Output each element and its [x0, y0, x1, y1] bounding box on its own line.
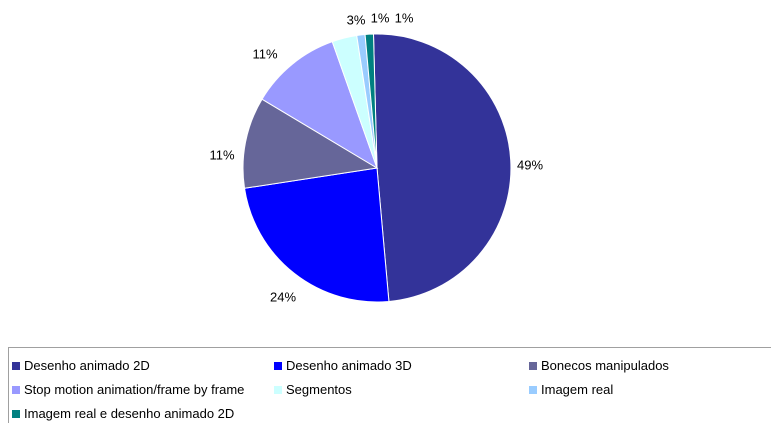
pie-chart: 49% 24% 11% 11% 3% 1% 1% — [209, 10, 543, 304]
pie-label-4: 11% — [252, 46, 277, 61]
legend-item-5: Segmentos — [274, 382, 352, 397]
legend-label: Imagem real e desenho animado 2D — [24, 406, 235, 421]
pie-label-2: 24% — [270, 289, 296, 304]
legend-swatch — [12, 361, 20, 370]
pie-slice-1 — [372, 33, 512, 303]
legend-item-2: Desenho animado 3D — [274, 358, 412, 373]
pie-slice-2 — [243, 167, 390, 303]
legend-swatch — [12, 409, 20, 418]
pie-label-6: 1% — [371, 10, 390, 25]
legend-label: Bonecos manipulados — [541, 358, 669, 373]
chart-legend: Desenho animado 2D Desenho animado 3D Bone… — [8, 347, 771, 423]
legend-swatch — [274, 361, 282, 370]
legend-label: Imagem real — [541, 382, 614, 397]
legend-swatch — [529, 361, 537, 370]
pie-slices — [242, 33, 512, 303]
pie-slice-4 — [261, 41, 378, 170]
legend-label: Segmentos — [286, 382, 352, 397]
pie-slice-3 — [242, 98, 379, 189]
legend-item-3: Bonecos manipulados — [529, 358, 669, 373]
pie-label-5: 3% — [347, 12, 366, 27]
pie-slice-7 — [364, 33, 378, 169]
pie-label-1: 49% — [517, 157, 543, 172]
legend-swatch — [274, 385, 282, 394]
legend-item-6: Imagem real — [529, 382, 613, 397]
legend-item-7: Imagem real e desenho animado 2D — [12, 406, 234, 421]
legend-label: Stop motion animation/frame by frame — [24, 382, 245, 397]
pie-label-3: 11% — [209, 147, 234, 162]
legend-label: Desenho animado 2D — [24, 358, 150, 373]
pie-label-7: 1% — [395, 10, 414, 25]
legend-swatch — [529, 385, 537, 394]
legend-swatch — [12, 385, 20, 394]
pie-percent-labels: 49% 24% 11% 11% 3% 1% 1% — [209, 10, 543, 304]
legend-item-4: Stop motion animation/frame by frame — [12, 382, 244, 397]
legend-label: Desenho animado 3D — [286, 358, 412, 373]
legend-item-1: Desenho animado 2D — [12, 358, 150, 373]
